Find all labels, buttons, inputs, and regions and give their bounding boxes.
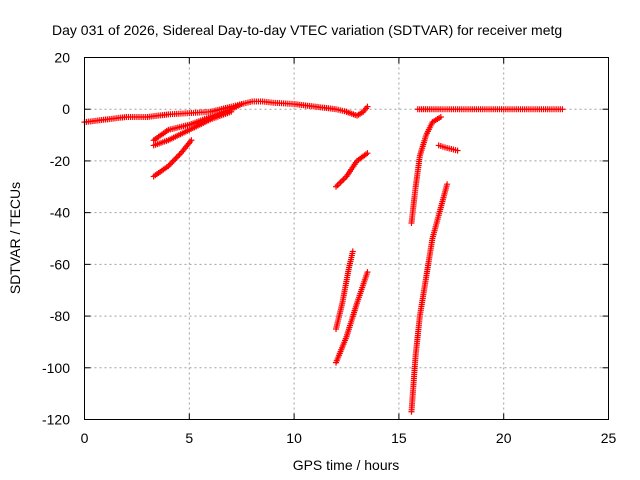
y-tick-labels: -120 -100 -80 -60 -40 -20 0 20 [42, 50, 70, 428]
series-rise-8 [408, 181, 451, 415]
data-point [364, 269, 371, 276]
x-tick-label: 20 [496, 430, 512, 446]
data-point [176, 151, 183, 158]
series-rise-6 [333, 269, 371, 366]
y-tick-label: -80 [50, 308, 70, 324]
y-axis-title: SDTVAR / TECUs [7, 182, 23, 294]
data-point [340, 176, 347, 183]
axis-ticks [84, 57, 609, 420]
x-tick-labels: 0 5 10 15 20 25 [81, 430, 617, 446]
series-rise-2 [150, 108, 235, 149]
chart-title: Day 031 of 2026, Sidereal Day-to-day VTE… [52, 22, 562, 38]
series-baseline-segment-a [81, 98, 350, 126]
series-rise-3 [150, 137, 195, 180]
series-rise-5 [333, 248, 356, 332]
data-point [188, 137, 195, 144]
data-point [172, 155, 179, 162]
x-tick-label: 25 [601, 430, 617, 446]
data-point [336, 180, 343, 187]
data-point [337, 179, 344, 186]
x-tick-label: 5 [185, 430, 193, 446]
data-point [169, 158, 176, 165]
data-point [175, 153, 182, 160]
y-tick-label: -120 [42, 412, 70, 428]
data-point [454, 147, 461, 154]
x-tick-label: 10 [286, 430, 302, 446]
y-tick-label: 20 [54, 50, 70, 66]
series-baseline-segment-b [414, 106, 566, 113]
x-tick-label: 0 [81, 430, 89, 446]
data-point [170, 157, 177, 164]
data-point [349, 248, 356, 255]
x-tick-label: 15 [391, 430, 407, 446]
y-tick-label: 0 [62, 101, 70, 117]
data-point [333, 183, 340, 190]
series-rise-7 [408, 113, 444, 226]
data-marks [81, 98, 566, 415]
series-rise-4 [333, 150, 371, 190]
data-point [437, 113, 444, 120]
data-point [364, 103, 371, 110]
data-point [168, 160, 175, 167]
data-point [339, 177, 346, 184]
y-tick-label: -40 [50, 205, 70, 221]
data-point [364, 150, 371, 157]
data-point [228, 108, 235, 115]
y-tick-label: -100 [42, 360, 70, 376]
x-axis-title: GPS time / hours [293, 457, 400, 473]
grid-lines [84, 57, 609, 420]
data-point [334, 182, 341, 189]
series-baseline-dip [343, 103, 371, 119]
data-point [444, 181, 451, 188]
data-point [173, 154, 180, 161]
y-tick-label: -20 [50, 153, 70, 169]
data-point [238, 101, 245, 108]
data-point [559, 106, 566, 113]
plot-frame [84, 57, 609, 420]
series-offset-segment [435, 142, 461, 154]
y-tick-label: -60 [50, 256, 70, 272]
